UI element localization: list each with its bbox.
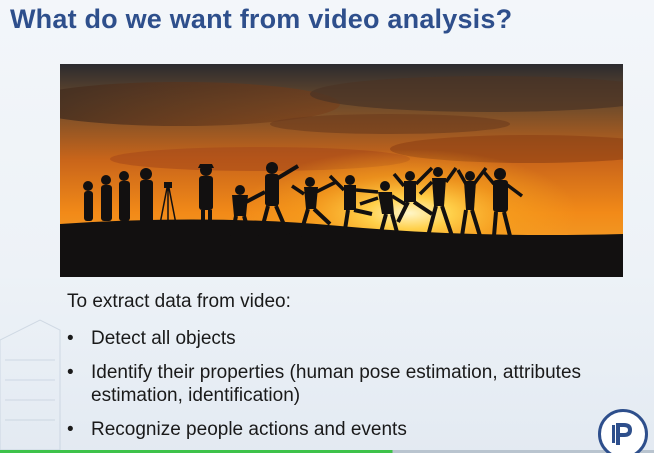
- bullet-item: • Identify their properties (human pose …: [67, 361, 647, 407]
- bullet-dot: •: [67, 328, 74, 349]
- bullet-dot: •: [67, 419, 74, 440]
- bullet-text: Identify their properties (human pose es…: [91, 362, 582, 406]
- bullet-item: • Detect all objects: [67, 327, 647, 350]
- bullet-item: • Recognize people actions and events: [67, 418, 647, 441]
- sunset-silhouette-photo: [60, 64, 623, 277]
- background-building-sketch: [0, 319, 61, 450]
- hse-logo-icon: [612, 423, 632, 445]
- university-logo: [598, 409, 648, 453]
- video-progress-bar[interactable]: [0, 450, 654, 453]
- slide-title: What do we want from video analysis?: [10, 4, 513, 34]
- bullet-list: • Detect all objects • Identify their pr…: [67, 327, 647, 441]
- intro-text: To extract data from video:: [67, 291, 291, 312]
- slide-body: To extract data from video: • Detect all…: [67, 290, 647, 452]
- bullet-dot: •: [67, 362, 74, 383]
- bullet-text: Recognize people actions and events: [91, 419, 407, 440]
- bullet-text: Detect all objects: [91, 328, 236, 349]
